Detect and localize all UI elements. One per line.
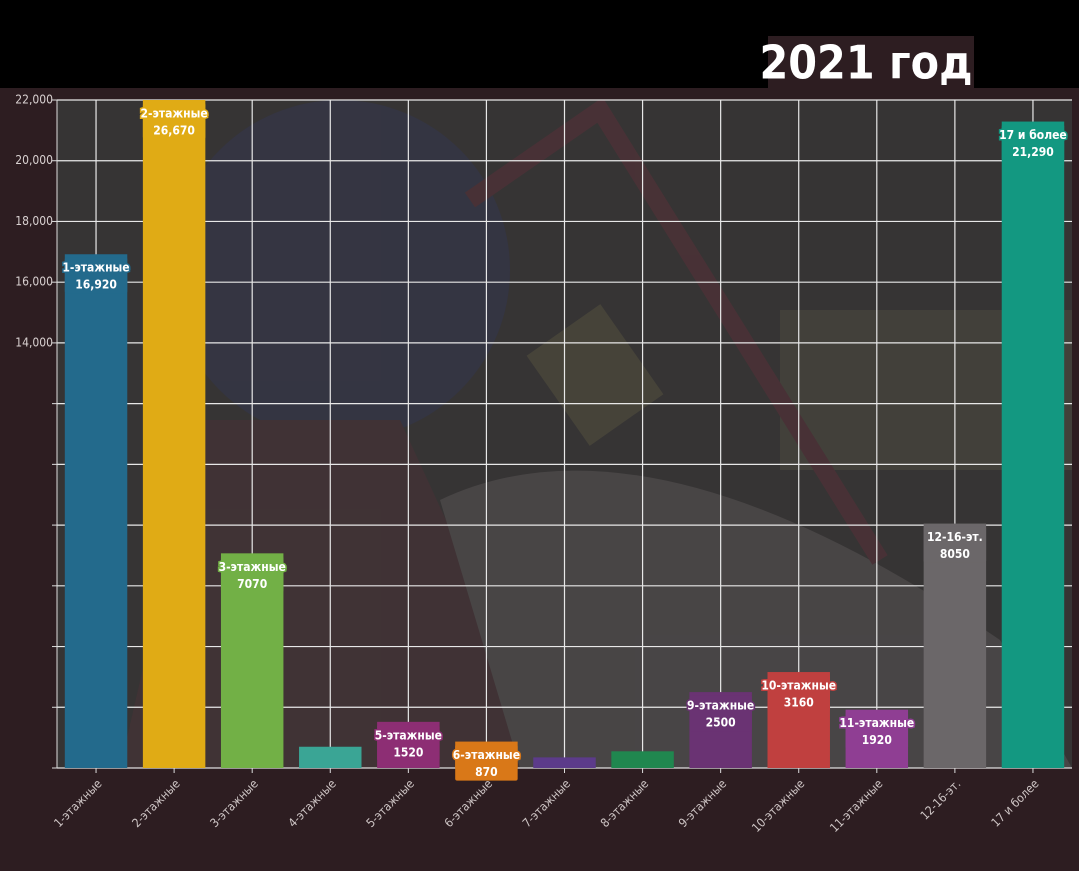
deco-line: [464, 100, 888, 565]
bar-label-bg: [923, 526, 987, 563]
bar-label-name: 5-этажные: [375, 728, 442, 742]
bar-label-bg: [377, 724, 440, 761]
bar-label-bg: [689, 695, 752, 732]
bar-label-value: 3160: [784, 696, 814, 710]
bar-label-name: 3-этажные: [219, 560, 286, 574]
y-tick-label: 22,000: [15, 93, 53, 107]
bar-label-name: 11-этажные: [839, 716, 914, 730]
bar-label-value: 2500: [706, 716, 736, 730]
plot: 14,00016,00018,00020,00022,0001-этажные1…: [15, 93, 1072, 835]
bar-label-value: 870: [475, 765, 498, 779]
bar-label-bg: [220, 556, 284, 593]
bar-label-name: 6-этажные: [453, 748, 520, 762]
bar-label-value: 7070: [237, 577, 267, 591]
y-tick-label: 18,000: [15, 214, 53, 228]
chart-title: 2021 год: [759, 36, 972, 90]
bar-label-name: 10-этажные: [761, 679, 836, 693]
bar-label-bg: [1001, 124, 1065, 161]
bar-label-value: 1920: [862, 733, 892, 747]
bar-label-bg: [767, 675, 830, 712]
title-box: [768, 36, 974, 92]
bars: [64, 100, 1065, 768]
bar-label-value: 21,290: [1012, 145, 1054, 159]
bar-label-bg: [142, 103, 206, 139]
bar: [923, 523, 987, 768]
bar-label-name: 9-этажные: [687, 699, 754, 713]
bar-label-name: 12-16-эт.: [927, 530, 983, 544]
bar-label-bg: [845, 712, 909, 749]
bar: [611, 751, 674, 768]
bar-label-name: 2-этажные: [140, 107, 207, 121]
bar-label-value: 8050: [940, 547, 970, 561]
bar: [142, 100, 206, 768]
bar-labels: 1-этажные 16,920 2-этажные 26,670 3-этажные 7…: [61, 103, 1068, 781]
bar-label-bg: [455, 744, 518, 781]
bar: [299, 746, 362, 768]
bar-label-value: 16,920: [75, 278, 117, 292]
bar: [533, 757, 596, 768]
bar-label-name: 17 и более: [999, 128, 1067, 142]
y-tick-label: 16,000: [15, 275, 53, 289]
y-tick-label: 14,000: [15, 335, 53, 349]
deco-arc: [440, 470, 1072, 768]
bar: [64, 254, 128, 768]
bar-label-value: 1520: [393, 745, 423, 759]
deco-square: [526, 304, 664, 446]
bar-label-value: 26,670: [153, 124, 195, 138]
y-tick-label: 20,000: [15, 153, 53, 167]
bar: [1001, 121, 1065, 768]
decoration: [120, 100, 1072, 768]
bar-label-bg: [64, 257, 128, 294]
deco-circle: [170, 100, 510, 440]
bar-label-name: 1-этажные: [62, 261, 129, 275]
